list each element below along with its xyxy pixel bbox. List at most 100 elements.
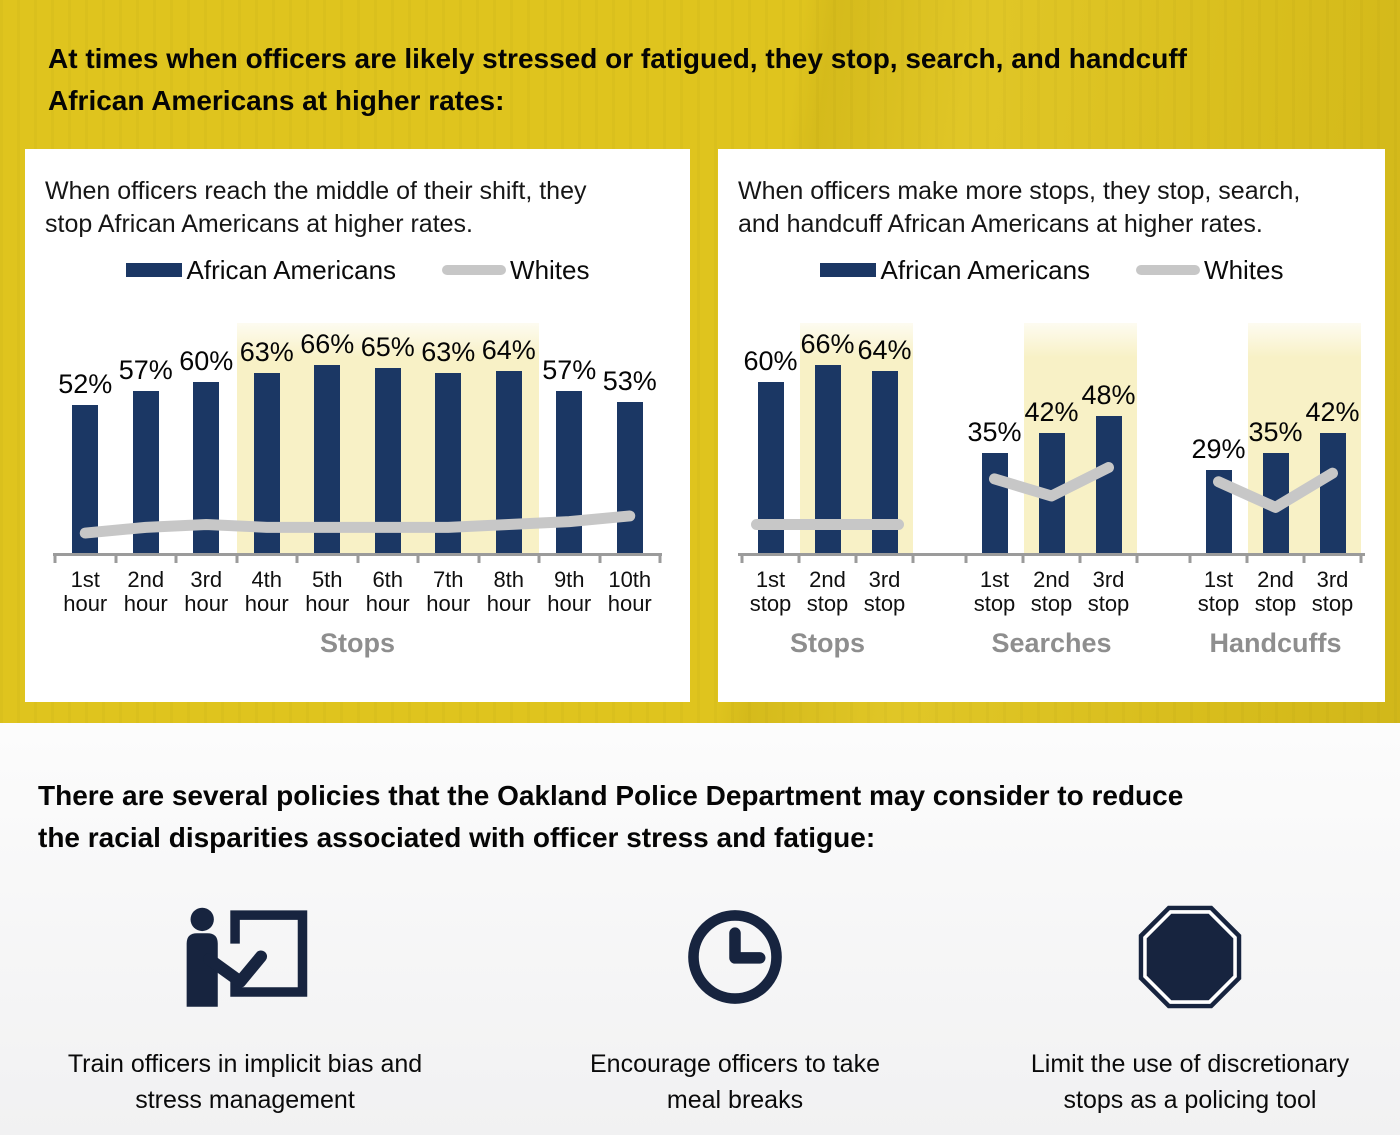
axis-tick <box>356 553 359 563</box>
policy-items: Train officers in implicit bias and stre… <box>0 901 1400 1118</box>
bar-value-label: 64% <box>481 334 536 365</box>
axis-tick <box>598 553 601 563</box>
policy-label-meal-breaks: Encourage officers to take meal breaks <box>590 1050 880 1114</box>
left-chart-title: When officers reach the middle of their … <box>45 177 587 238</box>
bar-value-label: 48% <box>1081 380 1136 411</box>
bar-value-label: 66% <box>300 328 355 359</box>
x-tick-label: 5th hour <box>305 567 350 616</box>
policy-label-discretionary-stops: Limit the use of discretionary stops as … <box>1030 1050 1350 1114</box>
x-tick-label: 1st stop <box>749 567 792 616</box>
axis-tick <box>477 553 480 563</box>
whites-rate-line <box>79 510 636 539</box>
x-axis <box>53 553 662 563</box>
legend-label-whites: Whites <box>1204 254 1284 285</box>
stop-number-chart-panel: When officers make more stops, they stop… <box>718 149 1385 702</box>
bar-african-americans <box>1319 433 1346 553</box>
bar-value-label: 66% <box>800 328 855 359</box>
group-label: Searches <box>991 628 1112 658</box>
x-tick-label: 1st stop <box>973 567 1016 616</box>
legend-swatch-african-americans <box>125 263 182 277</box>
legend-swatch-african-americans <box>819 263 876 277</box>
x-tick-label: 6th hour <box>365 567 410 616</box>
x-axis <box>738 553 1365 563</box>
axis-tick <box>416 553 420 563</box>
x-tick-label: 2nd stop <box>1254 567 1297 616</box>
x-tick-label: 9th hour <box>547 567 592 616</box>
axis-tick <box>53 553 57 563</box>
stops-searches-handcuffs-chart: 60% 66% 64% 35% 42% 48% 29% 35% 42% 1st stop 2nd … <box>738 323 1365 676</box>
policy-label-training: Train officers in implicit bias and stre… <box>67 1050 423 1114</box>
right-chart-legend: African Americans Whites <box>718 255 1385 285</box>
x-tick-label: 8th hour <box>486 567 531 616</box>
axis-tick <box>854 553 858 563</box>
chart-plot-area: 52% 57% 60% 63% 66% 65% 63% 64% 57% 53% <box>53 323 662 553</box>
stops-by-hour-chart: 52% 57% 60% 63% 66% 65% 63% 64% 57% 53% 1st hour 2… <box>53 323 662 676</box>
legend-label-whites: Whites <box>510 254 590 285</box>
bar-value-label: 60% <box>179 346 234 376</box>
policy-item-meal-breaks: Encourage officers to take meal breaks <box>490 901 980 1118</box>
x-tick-label: 2nd hour <box>123 567 168 616</box>
axis-tick <box>797 553 801 563</box>
legend-label-african-americans: African Americans <box>186 254 397 285</box>
policy-item-training: Train officers in implicit bias and stre… <box>0 901 490 1118</box>
bar-african-americans <box>616 401 643 553</box>
legend-swatch-whites <box>1136 265 1201 275</box>
x-tick-label: 7th hour <box>426 567 471 616</box>
axis-tick <box>658 553 662 563</box>
x-tick-label: 2nd stop <box>806 567 849 616</box>
group-label: Handcuffs <box>1209 628 1342 658</box>
axis-tick <box>1245 553 1249 563</box>
axis-tick <box>911 553 915 563</box>
policy-item-discretionary-stops: Limit the use of discretionary stops as … <box>980 901 1400 1118</box>
axis-tick <box>295 553 299 563</box>
headline: At times when officers are likely stress… <box>48 43 1187 116</box>
x-tick-label: 2nd stop <box>1030 567 1073 616</box>
axis-tick <box>740 553 744 563</box>
policy-heading: There are several policies that the Oakl… <box>38 780 1184 853</box>
bar-value-label: 63% <box>421 337 476 368</box>
left-chart-legend: African Americans Whites <box>25 255 690 285</box>
bar-value-label: 65% <box>360 331 415 362</box>
bar-african-americans <box>981 453 1008 553</box>
legend-swatch-whites <box>442 265 507 275</box>
right-chart-title: When officers make more stops, they stop… <box>738 177 1301 238</box>
bar-value-label: 42% <box>1305 397 1360 428</box>
axis-tick <box>1359 553 1363 563</box>
bar-value-label: 57% <box>118 354 173 385</box>
x-tick-label: 3rd stop <box>1311 567 1354 616</box>
x-tick-label: 3rd stop <box>863 567 906 616</box>
x-tick-label: 1st hour <box>63 567 108 616</box>
x-tick-label: 3rd hour <box>184 567 229 616</box>
whites-rate-line <box>751 462 1338 530</box>
policy-section: There are several policies that the Oakl… <box>0 723 1400 1135</box>
bar-value-label: 29% <box>1191 434 1246 465</box>
bar-value-label: 57% <box>542 354 597 385</box>
axis-tick <box>1135 553 1139 563</box>
chart-plot-area: 60% 66% 64% 35% 42% 48% 29% 35% 42% <box>738 323 1365 553</box>
axis-tick <box>964 553 968 563</box>
presentation-training-icon <box>186 907 308 1007</box>
x-tick-label: 10th hour <box>607 567 652 616</box>
axis-tick <box>114 553 117 563</box>
group-label: Stops <box>789 628 866 658</box>
bar-value-label: 35% <box>1248 417 1303 448</box>
axis-tick <box>1021 553 1025 563</box>
bar-value-label: 52% <box>58 368 113 399</box>
bar-value-label: 53% <box>602 365 657 396</box>
bar-african-americans <box>314 364 341 553</box>
bar-value-label: 60% <box>743 346 798 376</box>
clock-icon <box>688 910 782 1004</box>
x-tick-label: 1st stop <box>1197 567 1240 616</box>
axis-tick <box>235 553 238 563</box>
legend-label-african-americans: African Americans <box>880 254 1091 285</box>
axis-tick <box>1078 553 1082 563</box>
bar-value-label: 35% <box>967 417 1022 448</box>
chart-panels: When officers reach the middle of their … <box>0 149 1400 702</box>
group-label: Stops <box>319 628 396 658</box>
bar-value-label: 42% <box>1024 397 1079 428</box>
axis-tick <box>1302 553 1306 563</box>
stop-sign-icon <box>1138 905 1242 1009</box>
top-section: At times when officers are likely stress… <box>0 0 1400 723</box>
bar-value-label: 63% <box>239 337 294 368</box>
x-axis-labels: 1st hour 2nd hour 3rd hour 4th hour 5th hour… <box>53 556 662 676</box>
